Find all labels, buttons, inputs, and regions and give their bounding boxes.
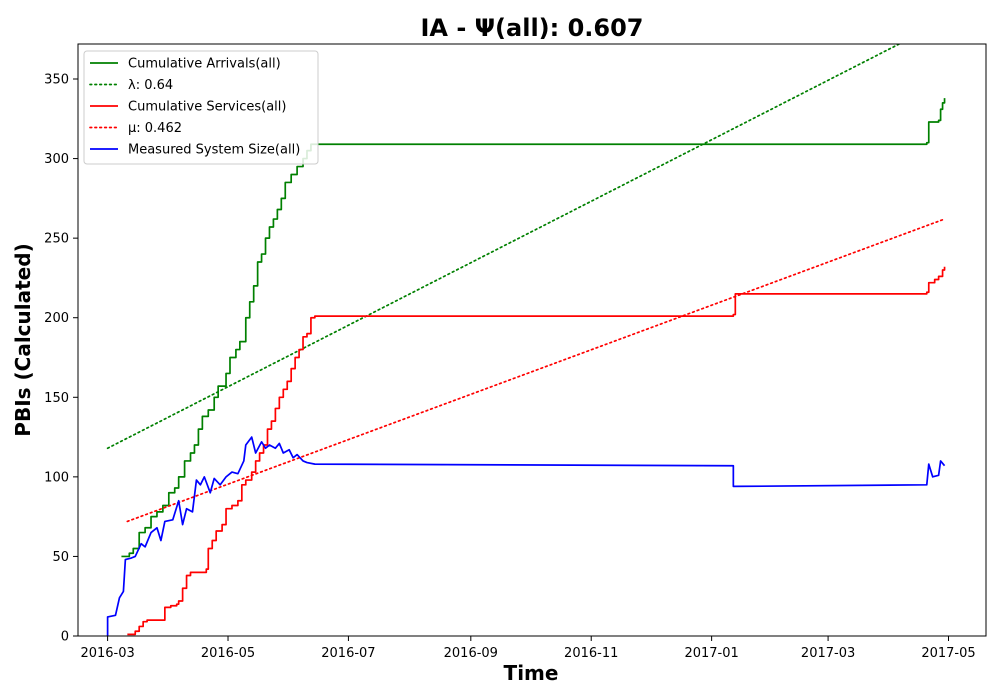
y-tick-label: 300: [44, 152, 69, 167]
legend-label: μ: 0.462: [128, 121, 182, 136]
x-tick-label: 2017-03: [801, 646, 855, 661]
x-axis-title: Time: [504, 661, 559, 685]
y-axis-title: PBIs (Calculated): [11, 243, 35, 436]
series-line-2: [127, 267, 944, 635]
y-axis: 0 50 100 150 200 250 300 350: [44, 73, 78, 645]
y-tick-label: 350: [44, 73, 69, 88]
x-axis: 2016-03 2016-05 2016-07 2016-09 2016-11 2017-…: [80, 636, 975, 661]
y-tick-label: 100: [44, 470, 69, 485]
series-line-3: [127, 219, 944, 521]
y-tick-label: 150: [44, 391, 69, 406]
x-tick-label: 2016-09: [444, 646, 498, 661]
y-tick-label: 50: [52, 550, 69, 565]
x-tick-label: 2016-03: [80, 646, 134, 661]
legend-label: Measured System Size(all): [128, 143, 300, 158]
legend-label: λ: 0.64: [128, 78, 173, 93]
series-line-4: [108, 437, 945, 636]
y-tick-label: 0: [61, 630, 69, 645]
legend-label: Cumulative Arrivals(all): [128, 57, 281, 72]
series-line-0: [121, 98, 944, 556]
x-tick-label: 2016-07: [321, 646, 375, 661]
x-tick-label: 2016-05: [201, 646, 255, 661]
y-tick-label: 200: [44, 311, 69, 326]
chart-title: IA - Ψ(all): 0.607: [420, 14, 643, 42]
legend: Cumulative Arrivals(all) λ: 0.64 Cumulativ…: [84, 51, 318, 164]
y-tick-label: 250: [44, 232, 69, 247]
legend-label: Cumulative Services(all): [128, 100, 286, 115]
x-tick-label: 2017-01: [684, 646, 738, 661]
x-tick-label: 2017-05: [921, 646, 975, 661]
x-tick-label: 2016-11: [564, 646, 618, 661]
